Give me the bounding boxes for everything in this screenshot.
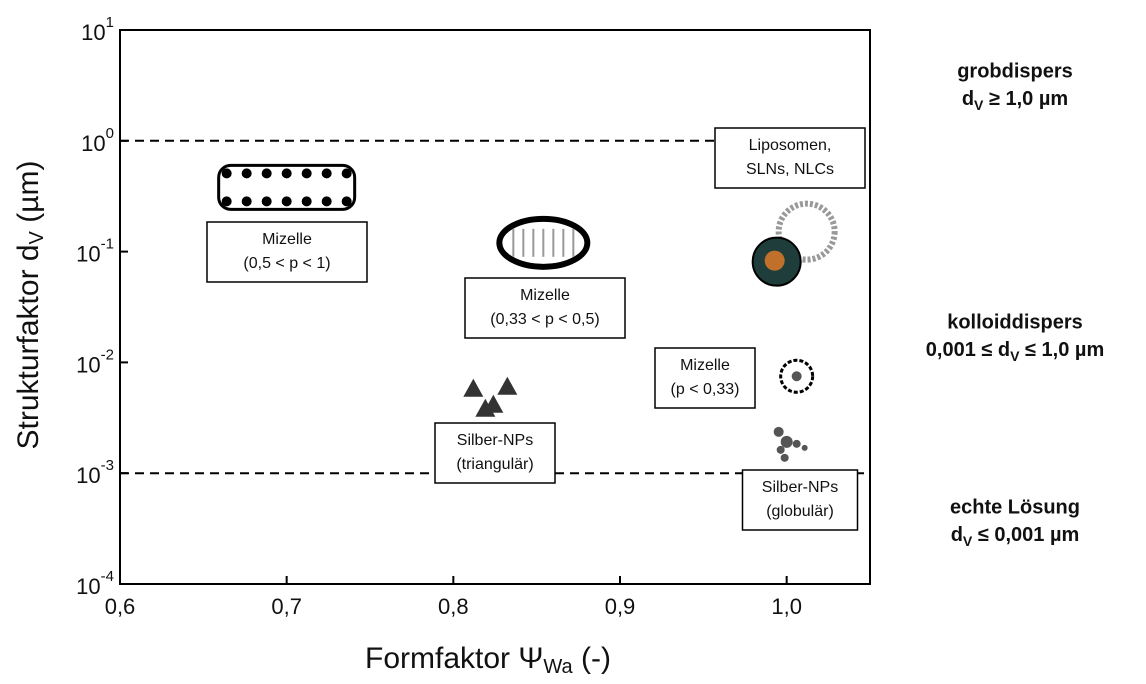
label-text: (0,5 < p < 1): [243, 255, 330, 272]
icon-core: [765, 251, 785, 271]
icon-head: [342, 168, 352, 178]
icon-head: [282, 196, 292, 206]
icon-triangle: [497, 377, 517, 395]
icon-head: [262, 168, 272, 178]
label-text: Mizelle: [520, 287, 570, 304]
icon-dot: [793, 440, 801, 448]
label-text: Silber-NPs: [762, 479, 838, 496]
icon-head: [322, 168, 332, 178]
region-range: dV ≥ 1,0 µm: [962, 88, 1068, 112]
y-tick-base: 10: [76, 352, 100, 377]
icon-head: [242, 168, 252, 178]
icon-head: [342, 196, 352, 206]
x-title-text: Formfaktor Ψ: [365, 642, 543, 675]
point-icon: [753, 204, 835, 286]
y-tick-exponent: -3: [101, 457, 114, 474]
y-tick-base: 10: [76, 241, 100, 266]
x-tick-label: 0,9: [605, 594, 636, 619]
y-tick-exponent: 0: [106, 125, 114, 142]
y-axis-title: Strukturfaktor dV (µm): [12, 160, 48, 449]
y-tick-label: 100: [81, 125, 114, 156]
label-text: (globulär): [766, 503, 834, 520]
icon-triangle: [463, 379, 483, 397]
point-icon: [463, 377, 517, 417]
y-tick-base: 10: [76, 574, 100, 599]
region-range: 0,001 ≤ dV ≤ 1,0 µm: [926, 339, 1104, 363]
label-text: Silber-NPs: [457, 432, 533, 449]
icon-dot: [802, 445, 808, 451]
x-tick-label: 0,7: [271, 594, 302, 619]
x-title-sub: Wa: [543, 656, 573, 678]
label-text: (0,33 < p < 0,5): [490, 311, 599, 328]
y-tick-base: 10: [81, 131, 105, 156]
x-tick-label: 0,8: [438, 594, 469, 619]
point-icon: [774, 427, 808, 462]
icon-head: [322, 196, 332, 206]
region-range: dV ≤ 0,001 µm: [951, 524, 1080, 548]
label-text: Mizelle: [680, 357, 730, 374]
y-tick-label: 10-3: [76, 457, 114, 488]
region-title: grobdispers: [957, 60, 1073, 82]
y-tick-exponent: 1: [106, 14, 114, 31]
label-text: Mizelle: [262, 231, 312, 248]
point-icon: [499, 219, 587, 267]
icon-dot: [777, 446, 785, 454]
region-d: d: [962, 88, 974, 110]
icon-core: [792, 371, 802, 381]
icon-head: [282, 168, 292, 178]
icon-head: [302, 168, 312, 178]
point-icon: [219, 165, 355, 209]
y-title-after: (µm): [12, 160, 45, 231]
icon-dot: [781, 436, 793, 448]
label-text: (triangulär): [456, 456, 533, 473]
label-text: (p < 0,33): [671, 381, 740, 398]
y-tick-base: 10: [81, 20, 105, 45]
y-tick-exponent: -1: [101, 236, 114, 253]
region-rest: ≥ 1,0 µm: [983, 88, 1068, 110]
chart: 0,60,70,80,91,010110010-110-210-310-4For…: [0, 0, 1146, 684]
icon-head: [242, 196, 252, 206]
icon-head: [222, 196, 232, 206]
label-text: SLNs, NLCs: [746, 161, 834, 178]
icon-dot: [774, 427, 784, 437]
label-text: Liposomen,: [749, 137, 832, 154]
region-rest: ≤ 0,001 µm: [972, 524, 1079, 546]
y-title-sub: V: [26, 230, 48, 244]
y-title-text: Strukturfaktor d: [12, 244, 45, 449]
region-d: d: [951, 524, 963, 546]
y-tick-label: 10-1: [76, 236, 114, 267]
y-tick-label: 10-2: [76, 346, 114, 377]
x-title-after: (-): [573, 642, 611, 675]
region-d: 0,001 ≤ d: [926, 339, 1010, 361]
y-tick-exponent: -4: [101, 568, 114, 585]
y-tick-exponent: -2: [101, 346, 114, 363]
x-tick-label: 1,0: [771, 594, 802, 619]
y-tick-label: 101: [81, 14, 114, 45]
x-tick-label: 0,6: [105, 594, 136, 619]
region-title: kolloiddispers: [947, 311, 1083, 333]
icon-head: [222, 168, 232, 178]
region-rest: ≤ 1,0 µm: [1019, 339, 1104, 361]
x-axis-title: Formfaktor ΨWa (-): [365, 642, 611, 678]
icon-head: [302, 196, 312, 206]
icon-head: [262, 196, 272, 206]
icon-dot: [781, 454, 789, 462]
y-tick-base: 10: [76, 463, 100, 488]
point-icon: [781, 360, 813, 392]
region-title: echte Lösung: [950, 496, 1080, 518]
